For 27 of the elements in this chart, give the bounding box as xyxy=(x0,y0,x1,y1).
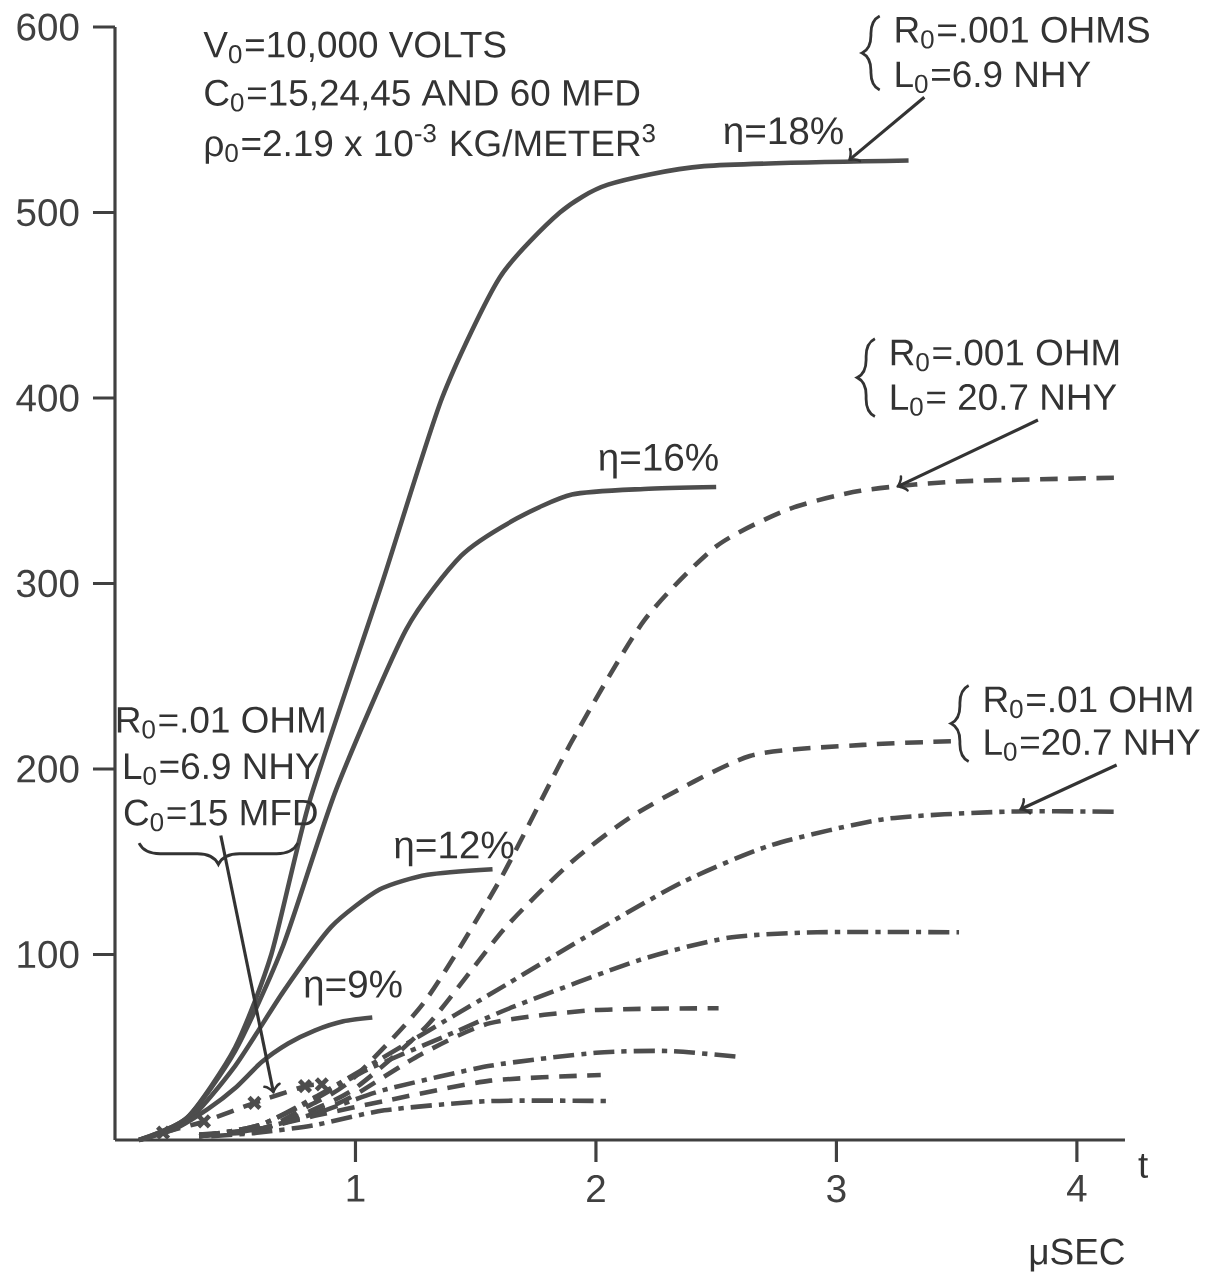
x-tick-label: 3 xyxy=(827,1175,846,1203)
x-tick-label: 1 xyxy=(347,1175,365,1202)
text: μSEC xyxy=(1030,1238,1125,1272)
y-tick-label: 200 xyxy=(17,755,79,783)
y-tick-label: 300 xyxy=(16,569,79,598)
annotation: C$_{0}$=15,24,45 AND 60 MFD xyxy=(205,79,640,112)
y-tick-label: 400 xyxy=(16,384,79,412)
y-tick-label: 600 xyxy=(17,13,79,41)
series-label: η=12% xyxy=(395,831,514,867)
annotation: L$_{0}$=6.9 NHY xyxy=(125,753,319,785)
annotation: R$_{0}$=.001 OHMS xyxy=(896,16,1149,49)
x-tick-label: 2 xyxy=(587,1175,605,1202)
annotation: R$_{0}$=.01 OHM xyxy=(985,686,1192,719)
annotation: L$_{0}$=20.7 NHY xyxy=(985,729,1200,761)
annotation: R$_{0}$=.01 OHM xyxy=(117,706,324,739)
x-axis-title: t xyxy=(1138,1153,1148,1179)
series-label: η=16% xyxy=(599,443,718,479)
series-label: η=9% xyxy=(305,970,402,1006)
x-tick-label: 4 xyxy=(1067,1175,1087,1202)
annotation: V$_{0}$=10,000 VOLTS xyxy=(203,31,506,64)
annotation: L$_{0}$=6.9 NHY xyxy=(896,61,1091,94)
annotation: ρ$_{0}$=2.19 x 10$^{-3}$ KG/METER$^{3}$ xyxy=(205,124,655,164)
series-label: η=18% xyxy=(724,117,843,153)
y-tick-label: 500 xyxy=(17,198,79,227)
annotation: R$_{0}$=.001 OHM xyxy=(891,339,1119,372)
annotation: L$_{0}$= 20.7 NHY xyxy=(891,384,1117,416)
y-tick-label: 100 xyxy=(18,940,79,969)
